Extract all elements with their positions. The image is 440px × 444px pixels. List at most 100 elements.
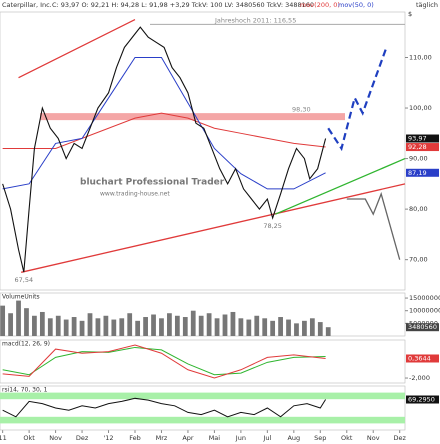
bar — [190, 310, 196, 336]
bar — [47, 318, 53, 336]
x-tick-label: '12 — [103, 434, 113, 442]
bar — [325, 327, 331, 336]
series-line — [2, 56, 326, 190]
bar — [143, 317, 148, 336]
bar — [87, 313, 93, 336]
bar — [230, 311, 236, 336]
band — [0, 392, 405, 400]
panel-title: rsi14, 70, 30, 1 — [2, 387, 48, 394]
bar — [63, 319, 69, 336]
trend-line — [275, 157, 406, 215]
y-tick-label: -2,000 — [409, 374, 430, 382]
bar — [302, 320, 307, 336]
y-tick-label: 90,00 — [409, 155, 428, 163]
y-tick-label: 110,00 — [409, 53, 432, 61]
bar — [246, 319, 252, 336]
x-tick-label: Okt — [23, 434, 35, 442]
panel-frame — [0, 11, 406, 291]
x-tick-label: Feb — [129, 434, 141, 442]
bar — [79, 320, 85, 336]
bar — [270, 320, 276, 336]
series-line — [2, 26, 327, 273]
bar — [167, 313, 172, 336]
bar — [159, 318, 164, 336]
legend-ma200: mov(200, 0) — [300, 1, 340, 9]
band — [0, 416, 405, 424]
panel-title: macd(12, 26, 9) — [2, 341, 50, 348]
header-title: Caterpillar, Inc. — [2, 1, 52, 9]
bar — [214, 318, 220, 336]
bar — [32, 315, 37, 336]
y-tick-label: 15000000 — [409, 294, 440, 302]
watermark-url: www.trading-house.net — [100, 191, 170, 198]
bar — [16, 300, 21, 336]
bar — [286, 319, 291, 336]
price-tag — [406, 168, 439, 177]
trend-line — [21, 183, 406, 273]
bar — [55, 315, 61, 336]
point-label: 67,54 — [15, 276, 34, 284]
y-tick-label: 80,00 — [409, 205, 428, 213]
bar — [206, 313, 212, 336]
trend-line — [327, 47, 388, 152]
volume-tag-label: 3480560 — [408, 323, 437, 331]
level-label: 98,30 — [292, 106, 311, 114]
trend-line — [346, 191, 401, 260]
panel-frame — [0, 385, 406, 431]
bar — [278, 317, 283, 336]
bar — [151, 314, 156, 336]
bar — [309, 318, 315, 336]
watermark: bluchart Professional Trader — [80, 178, 225, 188]
x-tick-label: Sep — [314, 434, 326, 442]
x-tick-label: Dez — [393, 434, 406, 442]
bar — [317, 322, 323, 336]
bar — [182, 317, 188, 336]
bar — [127, 313, 133, 336]
price-tag — [406, 134, 439, 143]
price-tag — [406, 395, 439, 404]
volume-tag — [406, 323, 439, 332]
bar — [24, 308, 29, 336]
currency: $ — [408, 10, 412, 18]
price-tag-label: 69,2950 — [408, 396, 435, 404]
bar — [0, 305, 6, 336]
price-tag-label: 87,19 — [408, 169, 427, 177]
bar — [262, 318, 268, 336]
bar — [294, 323, 299, 336]
x-tick-label: Mai — [209, 434, 221, 442]
series-line — [2, 344, 326, 379]
price-tag — [406, 143, 439, 152]
price-tag-label: 92,28 — [408, 143, 427, 151]
x-tick-label: 11 — [0, 434, 7, 442]
bar — [95, 318, 101, 336]
x-tick-label: Nov — [367, 434, 380, 442]
price-tag — [406, 354, 439, 363]
bar — [254, 315, 260, 336]
x-tick-label: Aug — [287, 434, 300, 442]
bar — [222, 314, 228, 336]
price-tag-label: 0,3644 — [408, 354, 431, 362]
panel-frame — [0, 339, 406, 384]
series-line — [2, 112, 326, 149]
panel-title: VolumeUnits — [2, 294, 40, 301]
bar — [8, 313, 13, 336]
bar — [111, 319, 117, 336]
bar — [103, 315, 109, 336]
series-line — [2, 346, 326, 376]
bar — [119, 318, 125, 336]
x-tick-label: Okt — [341, 434, 353, 442]
bar — [174, 315, 180, 336]
x-tick-label: Mrz — [156, 434, 168, 442]
x-tick-label: Nov — [49, 434, 62, 442]
y-tick-label: 10000000 — [409, 307, 440, 315]
y-tick-label: 100,00 — [409, 104, 432, 112]
x-tick-label: Apr — [182, 434, 194, 442]
series-line — [2, 397, 327, 418]
bar — [135, 320, 141, 336]
x-tick-label: Jun — [235, 434, 246, 442]
bar — [39, 311, 45, 336]
price-tag-label: 93,97 — [408, 135, 427, 143]
x-tick-label: Jul — [262, 434, 271, 442]
